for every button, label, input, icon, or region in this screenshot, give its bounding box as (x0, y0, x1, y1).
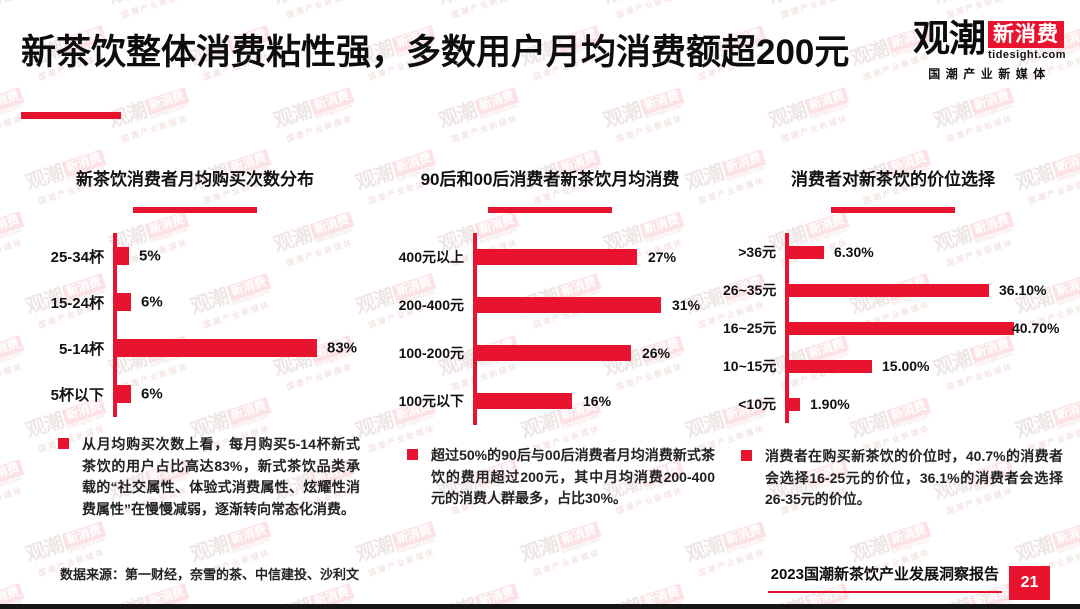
axis-line (473, 233, 477, 425)
axis-line (113, 233, 117, 417)
value-label: 27% (648, 249, 677, 265)
note-text: 消费者在购买新茶饮的价位时，40.7%的消费者会选择16-25元的价位，36.1… (765, 448, 1063, 507)
logo-domain-text: tidesight.com (987, 49, 1066, 62)
bar (789, 321, 1014, 335)
value-label: 83% (327, 339, 358, 357)
note-text: 从月均购买次数上看，每月购买5-14杯新式茶饮的用户占比高达83%，新式茶饮品类… (82, 436, 360, 517)
category-label: 200-400元 (398, 297, 464, 313)
bar (117, 247, 129, 265)
chart-row: 5杯以下 6% (30, 371, 360, 417)
category-label: 16~25元 (723, 320, 777, 336)
chart-title: 新茶饮消费者月均购买次数分布 (76, 170, 314, 189)
chart-row: 100元以下 16% (385, 377, 715, 425)
value-label: 6% (141, 385, 163, 403)
chart-row: 200-400元 31% (385, 281, 715, 329)
axis-line (785, 233, 789, 423)
category-label: 5-14杯 (58, 340, 104, 358)
chart-purchase-frequency: 新茶饮消费者月均购买次数分布 25-34杯 5% 15-24杯 6% 5-14杯 83% 5… (30, 165, 360, 520)
bar (477, 345, 631, 361)
value-label: 15.00% (882, 358, 930, 374)
category-label: 400元以上 (398, 249, 464, 265)
bar (117, 293, 131, 311)
bar (789, 245, 824, 259)
chart-title: 90后和00后消费者新茶饮月均消费 (420, 170, 680, 189)
category-label: 5杯以下 (50, 386, 104, 404)
value-label: 16% (583, 393, 612, 409)
chart-row: >36元 6.30% (723, 233, 1063, 271)
report-name: 2023国潮新茶饮产业发展洞察报告 (767, 563, 1002, 593)
data-source: 数据来源：第一财经，奈雪的茶、中信建投、沙利文 (60, 567, 360, 582)
chart-row: 25-34杯 5% (30, 233, 360, 279)
value-label: 26% (642, 345, 671, 361)
logo-tagline: 国潮产业新媒体 (928, 67, 1051, 82)
page-number-badge: 21 (1009, 566, 1050, 600)
chart-row: <10元 1.90% (723, 385, 1063, 423)
value-label: 5% (139, 247, 161, 265)
brand-logo-row: 观潮 新消费 tidesight.com (912, 18, 1066, 62)
logo-xinxiaofei-badge: 新消费 (987, 21, 1064, 49)
chart-row: 400元以上 27% (385, 233, 715, 281)
chart-row: 26~35元 36.10% (723, 271, 1063, 309)
category-label: >36元 (738, 244, 776, 260)
bar (789, 359, 872, 373)
bar (117, 385, 131, 403)
chart-row: 15-24杯 6% (30, 279, 360, 325)
category-label: 100-200元 (398, 345, 464, 361)
note-block: 消费者在购买新茶饮的价位时，40.7%的消费者会选择16-25元的价位，36.1… (723, 446, 1063, 511)
category-label: 25-34杯 (50, 248, 104, 266)
bar (117, 339, 317, 357)
note-block: 从月均购买次数上看，每月购买5-14杯新式茶饮的用户占比高达83%，新式茶饮品类… (30, 434, 360, 520)
chart-title-underline (133, 207, 257, 213)
note-text: 超过50%的90后与00后消费者月均消费新式茶饮的费用超过200元，其中月均消费… (431, 447, 715, 506)
value-label: 6% (141, 293, 163, 311)
chart-row: 10~15元 15.00% (723, 347, 1063, 385)
bar (789, 397, 800, 411)
category-label: 26~35元 (723, 282, 777, 298)
category-label: 100元以下 (398, 393, 464, 409)
bottom-bar (0, 604, 1080, 609)
chart-monthly-spend: 90后和00后消费者新茶饮月均消费 400元以上 27% 200-400元 31% 10… (385, 165, 715, 510)
page-title: 新茶饮整体消费粘性强，多数用户月均消费额超200元 (21, 33, 850, 72)
logo-right-column: 新消费 tidesight.com (987, 21, 1066, 62)
bar (477, 297, 661, 313)
bar (477, 393, 572, 409)
chart-title-underline (488, 207, 612, 213)
value-label: 36.10% (999, 282, 1047, 298)
category-label: <10元 (738, 396, 776, 412)
category-label: 10~15元 (723, 358, 777, 374)
bar (477, 249, 637, 265)
category-label: 15-24杯 (50, 294, 104, 312)
logo-guanchao-text: 观潮 (912, 18, 986, 59)
bar-plot: 400元以上 27% 200-400元 31% 100-200元 26% 100元以下 16% (385, 233, 715, 425)
bar-plot: 25-34杯 5% 15-24杯 6% 5-14杯 83% 5杯以下 6% (30, 233, 360, 417)
chart-row: 100-200元 26% (385, 329, 715, 377)
chart-title: 消费者对新茶饮的价位选择 (791, 170, 995, 189)
bar (789, 283, 989, 297)
title-accent-bar (21, 112, 121, 119)
value-label: 40.70% (1012, 320, 1060, 336)
chart-price-preference: 消费者对新茶饮的价位选择 >36元 6.30% 26~35元 36.10% 16~25元… (723, 165, 1063, 511)
value-label: 6.30% (834, 244, 874, 260)
bullet-square-icon (58, 438, 69, 449)
bullet-square-icon (741, 450, 752, 461)
note-block: 超过50%的90后与00后消费者月均消费新式茶饮的费用超过200元，其中月均消费… (385, 445, 715, 510)
brand-logo: 观潮 新消费 tidesight.com 国潮产业新媒体 (912, 18, 1066, 82)
bullet-square-icon (407, 449, 418, 460)
chart-row: 16~25元 40.70% (723, 309, 1063, 347)
value-label: 31% (672, 297, 701, 313)
chart-title-underline (831, 207, 955, 213)
chart-row: 5-14杯 83% (30, 325, 360, 371)
bar-plot: >36元 6.30% 26~35元 36.10% 16~25元 40.70% 10~15元 1… (723, 233, 1063, 423)
value-label: 1.90% (810, 396, 850, 412)
